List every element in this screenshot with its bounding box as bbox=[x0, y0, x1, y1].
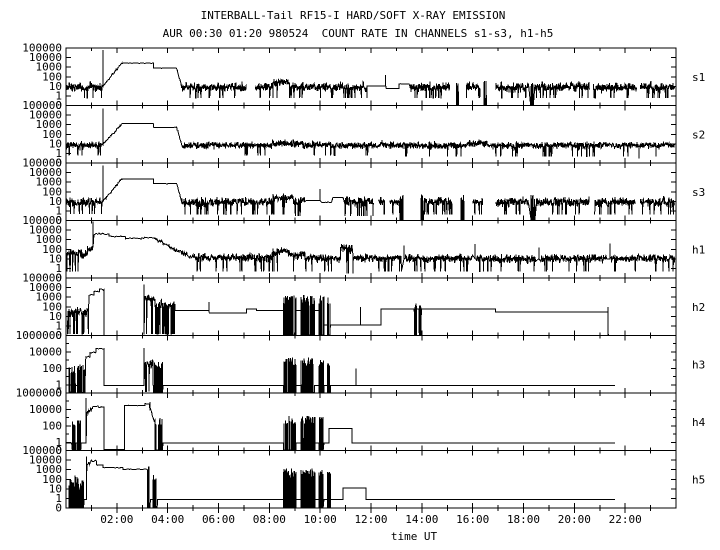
y-tick-label-s1-1: 1 bbox=[55, 89, 62, 102]
y-tick-label-h2-100: 100 bbox=[42, 300, 62, 313]
y-tick-label-h1-100: 100 bbox=[42, 243, 62, 256]
y-tick-label-s3-10000: 10000 bbox=[29, 166, 62, 179]
y-tick-label-h4-0: 0 bbox=[55, 444, 62, 457]
y-tick-label-s3-10: 10 bbox=[49, 195, 62, 208]
y-tick-label-s2-100000: 100000 bbox=[22, 99, 62, 112]
y-tick-label-h2-100000: 100000 bbox=[22, 272, 62, 285]
panel-frame-h4 bbox=[65, 392, 677, 451]
chart-title: INTERBALL-Tail RF15-I HARD/SOFT X-RAY EM… bbox=[200, 9, 506, 22]
y-tick-label-h1-10: 10 bbox=[49, 252, 62, 265]
y-tick-label-s3-1000: 1000 bbox=[36, 176, 63, 189]
y-tick-label-h3-1000000: 1000000 bbox=[16, 329, 62, 342]
y-tick-label-h1-1000: 1000 bbox=[36, 233, 63, 246]
ticks bbox=[66, 48, 676, 513]
x-tick-label-22:00: 22:00 bbox=[609, 513, 642, 526]
trace-h2 bbox=[67, 284, 609, 336]
y-tick-label-h2-1000: 1000 bbox=[36, 291, 63, 304]
x-tick-label-20:00: 20:00 bbox=[558, 513, 591, 526]
y-tick-label-h5-0: 0 bbox=[55, 502, 62, 515]
trace-s1 bbox=[66, 50, 676, 106]
x-tick-label-06:00: 06:00 bbox=[202, 513, 235, 526]
panel-label-s3: s3 bbox=[692, 186, 705, 199]
trace-h3 bbox=[68, 347, 615, 394]
panel-frame-s3 bbox=[65, 162, 677, 221]
y-tick-label-s1-100: 100 bbox=[42, 70, 62, 83]
y-tick-label-s1-0: 0 bbox=[55, 99, 62, 112]
trace-h5 bbox=[68, 456, 615, 509]
y-tick-label-s1-100000: 100000 bbox=[22, 42, 62, 55]
trace-s3 bbox=[66, 165, 676, 221]
trace-s2 bbox=[66, 108, 676, 159]
y-tick-label-s2-1000: 1000 bbox=[36, 118, 63, 131]
panel-label-h2: h2 bbox=[692, 301, 705, 314]
y-tick-label-h2-10: 10 bbox=[49, 310, 62, 323]
y-tick-label-s1-10: 10 bbox=[49, 80, 62, 93]
y-tick-label-s2-1: 1 bbox=[55, 147, 62, 160]
y-tick-label-h4-100: 100 bbox=[42, 419, 62, 432]
panel-label-h3: h3 bbox=[692, 358, 705, 371]
y-tick-label-h5-100: 100 bbox=[42, 473, 62, 486]
panel-frame-h1 bbox=[65, 220, 677, 279]
panel-label-h5: h5 bbox=[692, 473, 705, 486]
y-tick-label-h3-0: 0 bbox=[55, 387, 62, 400]
x-tick-label-04:00: 04:00 bbox=[151, 513, 184, 526]
panel-label-s2: s2 bbox=[692, 128, 705, 141]
chart-subtitle: AUR 00:30 01:20 980524 COUNT RATE IN CHA… bbox=[162, 27, 554, 40]
x-tick-label-10:00: 10:00 bbox=[304, 513, 337, 526]
y-tick-label-h3-1: 1 bbox=[55, 378, 62, 391]
y-tick-label-h5-10000: 10000 bbox=[29, 454, 62, 467]
y-tick-label-h1-100000: 100000 bbox=[22, 214, 62, 227]
y-tick-label-h3-100: 100 bbox=[42, 362, 62, 375]
y-tick-label-h4-1000000: 1000000 bbox=[16, 387, 62, 400]
y-tick-label-s3-0: 0 bbox=[55, 214, 62, 227]
y-tick-label-h5-1: 1 bbox=[55, 492, 62, 505]
y-tick-label-h4-10000: 10000 bbox=[29, 403, 62, 416]
traces bbox=[66, 50, 676, 509]
x-tick-label-16:00: 16:00 bbox=[456, 513, 489, 526]
y-tick-label-h3-10000: 10000 bbox=[29, 345, 62, 358]
panel-label-h1: h1 bbox=[692, 243, 705, 256]
x-axis-label: time UT bbox=[390, 530, 438, 543]
y-tick-label-s3-1: 1 bbox=[55, 204, 62, 217]
y-tick-label-s3-100000: 100000 bbox=[22, 157, 62, 170]
panel-label-s1: s1 bbox=[692, 71, 705, 84]
panel-frame-s2 bbox=[65, 105, 677, 164]
y-tick-label-s2-0: 0 bbox=[55, 157, 62, 170]
y-tick-label-h5-1000: 1000 bbox=[36, 463, 63, 476]
y-tick-label-h1-1: 1 bbox=[55, 262, 62, 275]
panel-label-h4: h4 bbox=[692, 416, 706, 429]
y-tick-label-s1-10000: 10000 bbox=[29, 51, 62, 64]
y-tick-label-h1-0: 0 bbox=[55, 272, 62, 285]
y-tick-label-h5-10: 10 bbox=[49, 482, 62, 495]
y-tick-label-s1-1000: 1000 bbox=[36, 61, 63, 74]
trace-h4 bbox=[66, 397, 615, 451]
y-tick-label-h4-1: 1 bbox=[55, 436, 62, 449]
x-tick-label-18:00: 18:00 bbox=[507, 513, 540, 526]
y-tick-label-h2-0: 0 bbox=[55, 329, 62, 342]
y-tick-label-s3-100: 100 bbox=[42, 185, 62, 198]
y-tick-label-s2-10000: 10000 bbox=[29, 109, 62, 122]
panel-frame-s1 bbox=[65, 47, 677, 106]
y-tick-label-s2-10: 10 bbox=[49, 137, 62, 150]
x-tick-label-14:00: 14:00 bbox=[405, 513, 438, 526]
x-tick-label-08:00: 08:00 bbox=[253, 513, 286, 526]
y-tick-label-h2-1: 1 bbox=[55, 319, 62, 332]
y-tick-label-h5-100000: 100000 bbox=[22, 444, 62, 457]
y-tick-label-s2-100: 100 bbox=[42, 128, 62, 141]
x-tick-label-12:00: 12:00 bbox=[354, 513, 387, 526]
x-tick-label-02:00: 02:00 bbox=[100, 513, 133, 526]
axis-labels: 1000001000010001001010s11000001000010001… bbox=[16, 42, 706, 527]
y-tick-label-h1-10000: 10000 bbox=[29, 224, 62, 237]
y-tick-label-h2-10000: 10000 bbox=[29, 281, 62, 294]
trace-h1 bbox=[66, 221, 676, 274]
